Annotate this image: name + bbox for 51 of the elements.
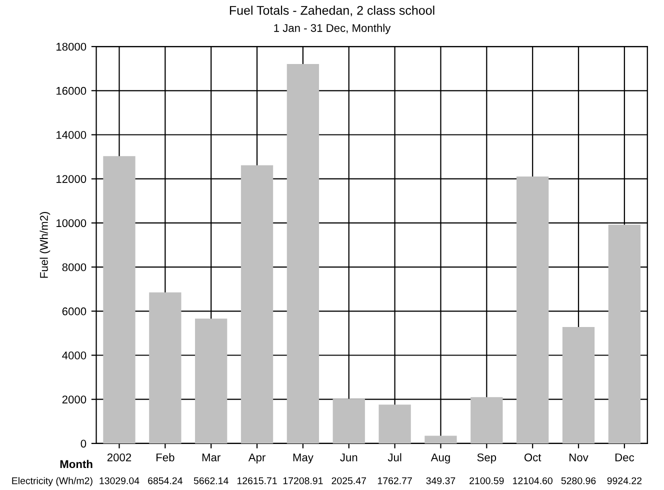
x-axis-title: Month — [60, 460, 92, 468]
y-tick-label: 14000 — [56, 131, 86, 139]
bar — [470, 397, 503, 444]
text: 5662.14 — [194, 477, 228, 484]
text: 12104.60 — [513, 477, 552, 484]
x-tick-label: 2002 — [107, 453, 132, 462]
y-tick-label: 12000 — [56, 175, 86, 183]
text: Electricity (Wh/m2) — [12, 477, 92, 486]
y-tick-label: 8000 — [62, 263, 86, 272]
x-tick-label: Apr — [248, 454, 266, 464]
x-tick-label: Feb — [156, 453, 174, 462]
text: 2100.59 — [470, 477, 504, 484]
x-tick-label: Dec — [615, 454, 634, 462]
x-tick-label: Sep — [477, 453, 496, 464]
y-tick-label: 16000 — [56, 86, 86, 95]
y-axis-title: Fuel (Wh/m2) — [40, 212, 50, 278]
x-tick-label: Jun — [340, 454, 358, 462]
bar — [286, 64, 320, 444]
text: 6854.24 — [148, 477, 182, 484]
y-tick-label: 10000 — [56, 219, 86, 228]
bar — [332, 398, 365, 444]
bar — [103, 156, 136, 444]
x-tick-label: Mar — [202, 454, 220, 462]
text: 5280.96 — [561, 477, 596, 484]
bar — [516, 176, 549, 444]
bar — [195, 318, 228, 444]
y-tick-label: 4000 — [62, 352, 86, 360]
bar — [149, 292, 182, 444]
x-tick-label: Jul — [388, 453, 402, 462]
bar — [608, 224, 641, 444]
text: 2025.47 — [332, 477, 366, 484]
text: 17208.91 — [283, 477, 323, 484]
x-tick-label: May — [293, 454, 314, 464]
x-tick-label: Oct — [524, 453, 542, 462]
bar — [240, 165, 274, 444]
y-tick-label: 6000 — [62, 307, 86, 316]
x-tick-label: Nov — [570, 454, 588, 462]
y-tick-label: 0 — [80, 440, 86, 448]
text: 9924.22 — [607, 477, 642, 484]
text: 349.37 — [426, 477, 456, 484]
bar — [424, 436, 457, 444]
text: 13029.04 — [100, 477, 140, 484]
chart-title: Fuel Totals - Zahedan, 2 class school — [230, 6, 434, 16]
y-tick-label: 2000 — [62, 396, 86, 404]
x-tick-label: Aug — [430, 454, 450, 464]
chart-subtitle: 1 Jan - 31 Dec, Monthly — [274, 24, 391, 34]
y-tick-label: 18000 — [56, 42, 86, 51]
bar — [562, 327, 595, 444]
text: 12615.71 — [237, 477, 277, 484]
bar — [378, 404, 411, 444]
text: 1762.77 — [378, 477, 412, 484]
